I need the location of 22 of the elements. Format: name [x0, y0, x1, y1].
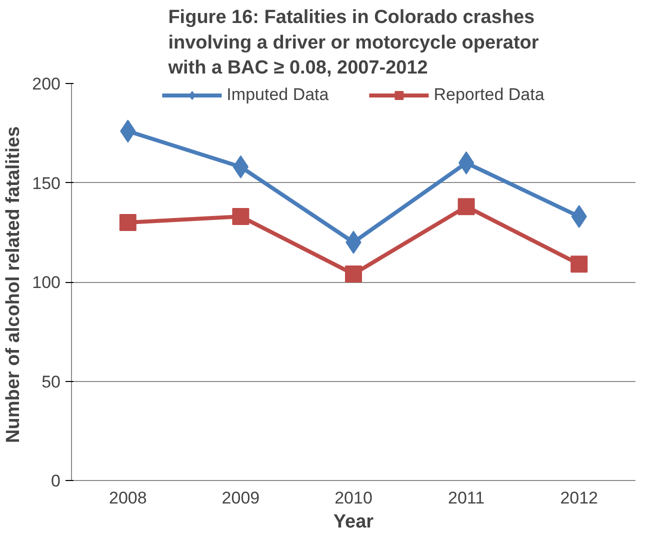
legend-label: Imputed Data — [226, 85, 329, 105]
y-tick-label: 50 — [42, 372, 61, 392]
y-axis-title: Number of alcohol related fatalities — [3, 126, 24, 444]
point — [232, 208, 250, 225]
x-tick-label: 2009 — [222, 488, 260, 508]
x-tick-label: 2012 — [560, 488, 598, 508]
x-tick-label: 2011 — [448, 488, 485, 508]
x-tick-label: 2010 — [334, 488, 372, 508]
point — [458, 198, 475, 216]
legend-label: Reported Data — [434, 85, 544, 105]
point — [232, 155, 249, 178]
chart-title: Figure 16: Fatalities in Colorado crashes involving a driver or motorcycle operator with a BAC ≥ 0.08, 2007-2012 — [167, 7, 540, 78]
point — [458, 151, 474, 174]
point — [345, 266, 362, 283]
y-tick-label: 200 — [32, 74, 61, 94]
x-tick-label: 2008 — [108, 488, 147, 508]
y-tick-label: 150 — [32, 174, 61, 193]
x-axis-title: Year — [333, 512, 374, 532]
y-tick-label: 0 — [51, 472, 61, 490]
point — [570, 256, 588, 273]
point — [119, 214, 136, 231]
y-tick-label: 100 — [32, 273, 61, 292]
